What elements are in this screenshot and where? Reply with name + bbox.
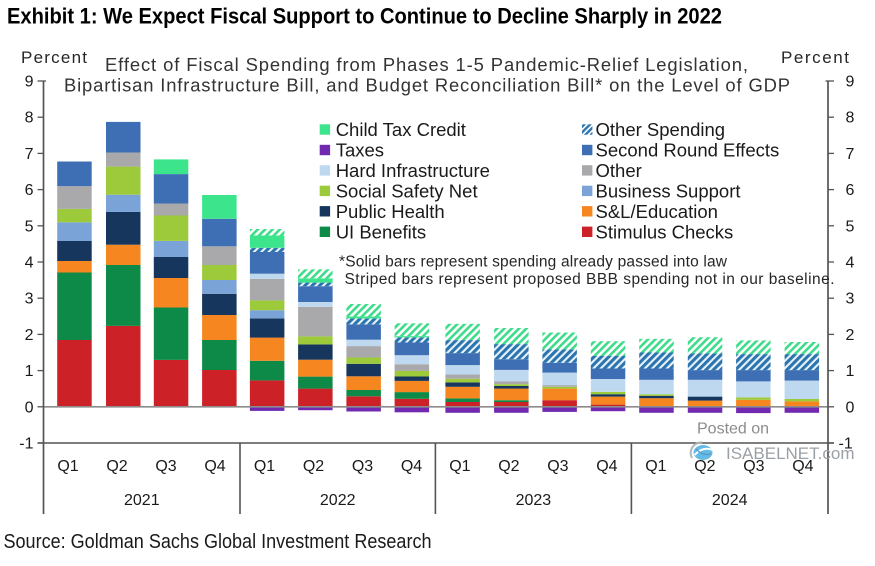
svg-text:Q4: Q4 (792, 458, 813, 475)
svg-text:Bipartisan Infrastructure Bill: Bipartisan Infrastructure Bill, and Budg… (64, 75, 790, 96)
svg-text:-1: -1 (839, 436, 853, 453)
svg-text:Other: Other (596, 160, 642, 181)
svg-text:Q3: Q3 (155, 458, 176, 475)
svg-text:ISABELNET.com: ISABELNET.com (726, 444, 855, 463)
svg-text:Q2: Q2 (303, 458, 324, 475)
svg-text:9: 9 (846, 74, 855, 91)
svg-text:2024: 2024 (712, 492, 748, 509)
svg-text:2: 2 (25, 327, 34, 344)
svg-text:1: 1 (25, 363, 34, 380)
svg-text:2021: 2021 (124, 492, 160, 509)
svg-text:Social Safety Net: Social Safety Net (336, 180, 478, 201)
svg-text:Q2: Q2 (106, 458, 127, 475)
svg-text:8: 8 (25, 110, 34, 127)
svg-text:Q4: Q4 (401, 458, 422, 475)
svg-text:Q1: Q1 (645, 458, 666, 475)
svg-text:Q3: Q3 (743, 458, 764, 475)
svg-text:-1: -1 (19, 436, 33, 453)
svg-text:3: 3 (25, 291, 34, 308)
svg-text:8: 8 (846, 110, 855, 127)
svg-text:7: 7 (25, 146, 34, 163)
svg-text:5: 5 (846, 218, 855, 235)
svg-text:Q1: Q1 (57, 458, 78, 475)
svg-text:2: 2 (846, 327, 855, 344)
svg-text:Percent: Percent (21, 48, 87, 67)
svg-text:Business Support: Business Support (596, 180, 741, 201)
svg-text:Q4: Q4 (204, 458, 225, 475)
svg-text:4: 4 (846, 255, 855, 272)
svg-text:1: 1 (846, 363, 855, 380)
svg-text:Q4: Q4 (596, 458, 617, 475)
svg-text:Posted on: Posted on (697, 421, 769, 438)
svg-text:*Solid bars represent spending: *Solid bars represent spending already p… (339, 254, 728, 271)
svg-text:2022: 2022 (320, 492, 356, 509)
svg-text:Taxes: Taxes (336, 140, 384, 161)
svg-text:Public Health: Public Health (336, 201, 445, 222)
svg-text:3: 3 (846, 291, 855, 308)
svg-text:Q1: Q1 (449, 458, 470, 475)
svg-text:0: 0 (846, 399, 855, 416)
svg-text:Q3: Q3 (352, 458, 373, 475)
svg-text:Stimulus Checks: Stimulus Checks (596, 221, 734, 242)
svg-text:4: 4 (25, 255, 34, 272)
svg-text:6: 6 (25, 182, 34, 199)
svg-text:S&L/Education: S&L/Education (596, 201, 718, 222)
svg-text:9: 9 (25, 74, 34, 91)
svg-text:Child Tax Credit: Child Tax Credit (336, 119, 466, 140)
svg-text:6: 6 (846, 182, 855, 199)
svg-text:Effect of Fiscal Spending from: Effect of Fiscal Spending from Phases 1-… (105, 54, 748, 75)
svg-text:Q2: Q2 (498, 458, 519, 475)
svg-text:Source: Goldman Sachs Global I: Source: Goldman Sachs Global Investment … (4, 531, 432, 553)
svg-text:Hard Infrastructure: Hard Infrastructure (336, 160, 490, 181)
svg-text:2023: 2023 (516, 492, 552, 509)
svg-text:UI Benefits: UI Benefits (336, 221, 427, 242)
svg-text:Striped bars represent propose: Striped bars represent proposed BBB spen… (345, 271, 835, 288)
svg-text:7: 7 (846, 146, 855, 163)
svg-text:5: 5 (25, 218, 34, 235)
svg-text:Q1: Q1 (254, 458, 275, 475)
svg-text:Exhibit 1: We Expect Fiscal Su: Exhibit 1: We Expect Fiscal Support to C… (7, 4, 722, 29)
svg-text:0: 0 (25, 399, 34, 416)
svg-text:Percent: Percent (781, 48, 849, 67)
svg-text:Other Spending: Other Spending (596, 119, 726, 140)
svg-text:Q3: Q3 (547, 458, 568, 475)
svg-text:Second Round Effects: Second Round Effects (596, 140, 780, 161)
svg-text:Q2: Q2 (694, 458, 715, 475)
